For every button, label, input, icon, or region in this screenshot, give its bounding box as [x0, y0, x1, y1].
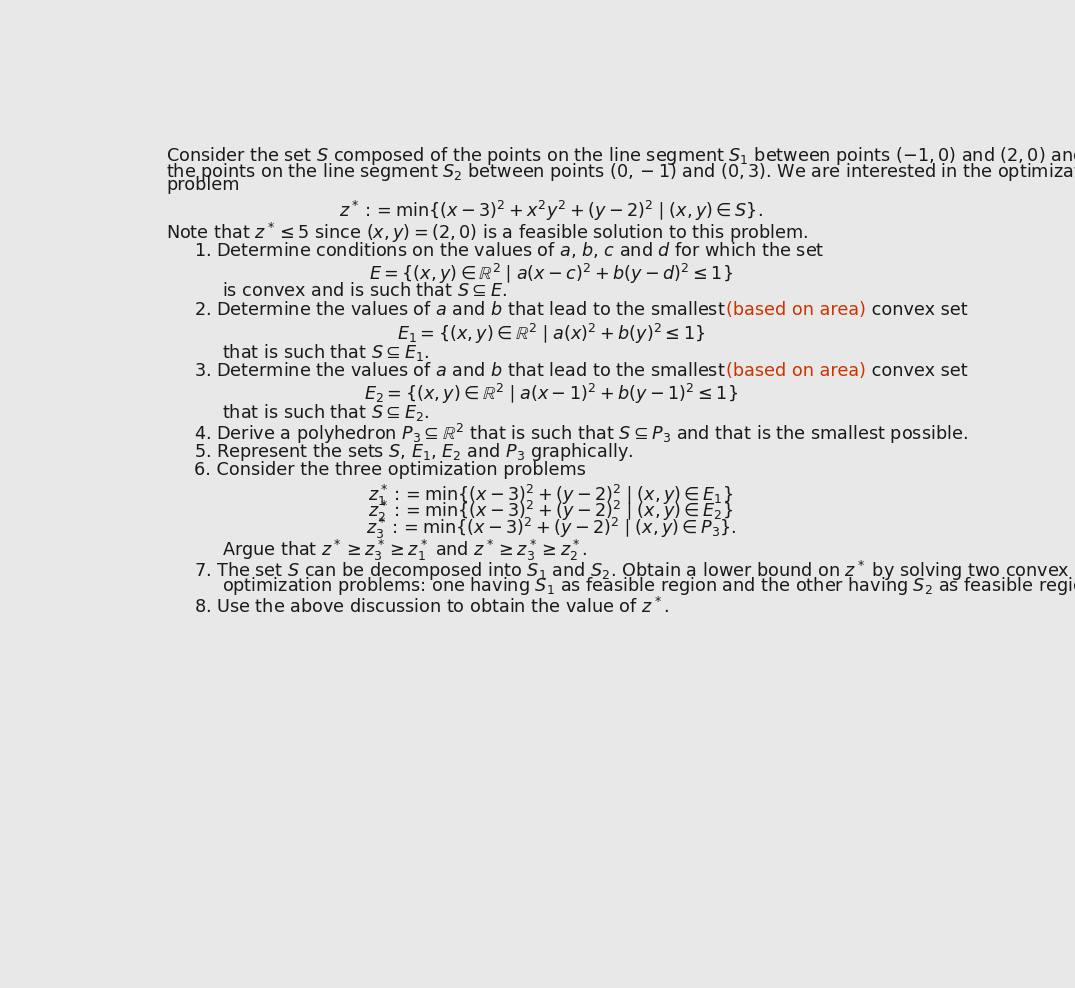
- Text: that is such that $S \subseteq E_2$.: that is such that $S \subseteq E_2$.: [221, 401, 429, 423]
- Text: that is such that $S \subseteq E_1$.: that is such that $S \subseteq E_1$.: [221, 342, 429, 363]
- Text: 8. Use the above discussion to obtain the value of $z^*$.: 8. Use the above discussion to obtain th…: [195, 597, 669, 617]
- Text: 4. Derive a polyhedron $P_3 \subseteq \mathbb{R}^2$ that is such that $S \subset: 4. Derive a polyhedron $P_3 \subseteq \m…: [195, 421, 968, 446]
- Text: 2. Determine the values of $a$ and $b$ that lead to the smallest: 2. Determine the values of $a$ and $b$ t…: [195, 301, 727, 319]
- Text: 7. The set $S$ can be decomposed into $S_1$ and $S_2$. Obtain a lower bound on $: 7. The set $S$ can be decomposed into $S…: [195, 558, 1070, 582]
- Text: Note that $z^* \leq 5$ since $(x,y) = (2,0)$ is a feasible solution to this prob: Note that $z^* \leq 5$ since $(x,y) = (2…: [166, 220, 808, 245]
- Text: $z_2^* := \min\{(x-3)^2 + (y-2)^2 \mid (x,y) \in E_2\}$: $z_2^* := \min\{(x-3)^2 + (y-2)^2 \mid (…: [369, 499, 733, 524]
- Text: $E_2 = \{(x,y) \in \mathbb{R}^2 \mid a(x-1)^2 + b(y-1)^2 \leq 1\}$: $E_2 = \{(x,y) \in \mathbb{R}^2 \mid a(x…: [364, 381, 737, 406]
- Text: $E_1 = \{(x,y) \in \mathbb{R}^2 \mid a(x)^2 + b(y)^2 \leq 1\}$: $E_1 = \{(x,y) \in \mathbb{R}^2 \mid a(x…: [397, 322, 705, 346]
- Text: $E = \{(x,y) \in \mathbb{R}^2 \mid a(x-c)^2 + b(y-d)^2 \leq 1\}$: $E = \{(x,y) \in \mathbb{R}^2 \mid a(x-c…: [369, 262, 733, 286]
- Text: convex set: convex set: [866, 362, 968, 379]
- Text: is convex and is such that $S \subseteq E$.: is convex and is such that $S \subseteq …: [221, 282, 506, 299]
- Text: $z_3^* := \min\{(x-3)^2 + (y-2)^2 \mid (x,y) \in P_3\}.$: $z_3^* := \min\{(x-3)^2 + (y-2)^2 \mid (…: [366, 516, 736, 540]
- Text: problem: problem: [166, 176, 240, 194]
- Text: the points on the line segment $S_2$ between points $(0,-1)$ and $(0,3)$. We are: the points on the line segment $S_2$ bet…: [166, 160, 1075, 183]
- Text: 1. Determine conditions on the values of $a$, $b$, $c$ and $d$ for which the set: 1. Determine conditions on the values of…: [195, 240, 825, 260]
- Text: $z^* := \min\{(x-3)^2 + x^2y^2 + (y-2)^2 \mid (x,y) \in S\}.$: $z^* := \min\{(x-3)^2 + x^2y^2 + (y-2)^2…: [339, 200, 763, 223]
- Text: convex set: convex set: [866, 301, 968, 319]
- Text: Consider the set $S$ composed of the points on the line segment $S_1$ between po: Consider the set $S$ composed of the poi…: [166, 145, 1075, 167]
- Text: optimization problems: one having $S_1$ as feasible region and the other having : optimization problems: one having $S_1$ …: [221, 575, 1075, 597]
- Text: 6. Consider the three optimization problems: 6. Consider the three optimization probl…: [195, 460, 586, 479]
- Text: 3. Determine the values of $a$ and $b$ that lead to the smallest: 3. Determine the values of $a$ and $b$ t…: [195, 362, 727, 379]
- Text: (based on area): (based on area): [727, 301, 866, 319]
- Text: 5. Represent the sets $S$, $E_1$, $E_2$ and $P_3$ graphically.: 5. Represent the sets $S$, $E_1$, $E_2$ …: [195, 441, 633, 463]
- Text: (based on area): (based on area): [727, 362, 866, 379]
- Text: $z_1^* := \min\{(x-3)^2 + (y-2)^2 \mid (x,y) \in E_1\}$: $z_1^* := \min\{(x-3)^2 + (y-2)^2 \mid (…: [369, 482, 733, 507]
- Text: Argue that $z^* \geq z_3^* \geq z_1^*$ and $z^* \geq z_3^* \geq z_2^*$.: Argue that $z^* \geq z_3^* \geq z_1^*$ a…: [221, 537, 587, 562]
